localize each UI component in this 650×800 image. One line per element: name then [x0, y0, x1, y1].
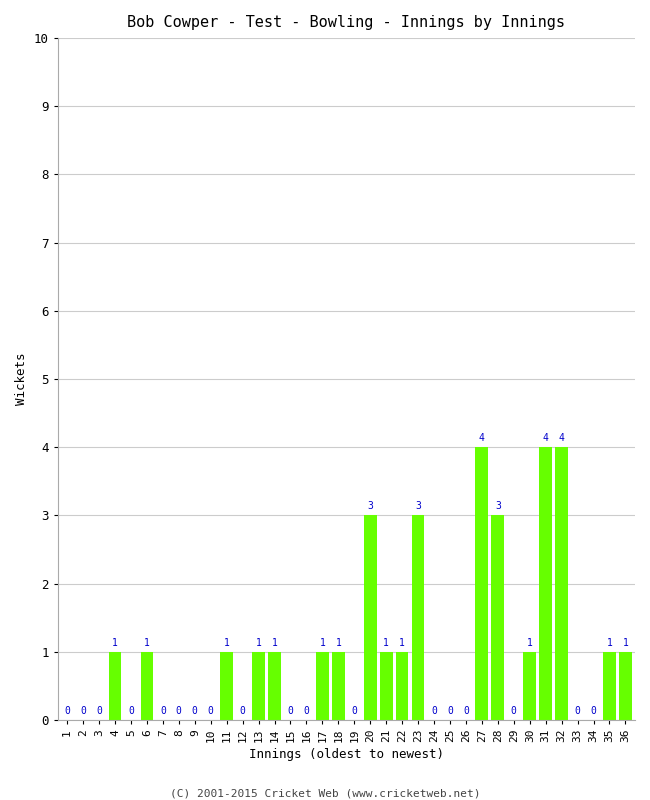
- Text: 0: 0: [192, 706, 198, 716]
- Title: Bob Cowper - Test - Bowling - Innings by Innings: Bob Cowper - Test - Bowling - Innings by…: [127, 15, 566, 30]
- Text: 3: 3: [415, 502, 421, 511]
- Bar: [491, 515, 504, 720]
- Text: 1: 1: [335, 638, 341, 648]
- Text: 0: 0: [287, 706, 293, 716]
- Bar: [364, 515, 376, 720]
- Text: 0: 0: [80, 706, 86, 716]
- Bar: [268, 652, 281, 720]
- Text: 4: 4: [559, 433, 565, 443]
- Bar: [619, 652, 632, 720]
- Text: 0: 0: [176, 706, 182, 716]
- Text: 0: 0: [511, 706, 517, 716]
- Text: 0: 0: [304, 706, 309, 716]
- Text: 0: 0: [128, 706, 134, 716]
- Text: 0: 0: [160, 706, 166, 716]
- Text: 0: 0: [463, 706, 469, 716]
- Text: 1: 1: [399, 638, 405, 648]
- Text: 0: 0: [96, 706, 102, 716]
- Bar: [411, 515, 424, 720]
- Text: 0: 0: [447, 706, 453, 716]
- Text: 0: 0: [575, 706, 580, 716]
- Text: (C) 2001-2015 Cricket Web (www.cricketweb.net): (C) 2001-2015 Cricket Web (www.cricketwe…: [170, 788, 480, 798]
- Bar: [380, 652, 393, 720]
- X-axis label: Innings (oldest to newest): Innings (oldest to newest): [249, 748, 444, 761]
- Text: 0: 0: [591, 706, 597, 716]
- Text: 3: 3: [495, 502, 501, 511]
- Text: 1: 1: [623, 638, 629, 648]
- Text: 1: 1: [224, 638, 229, 648]
- Bar: [316, 652, 329, 720]
- Text: 0: 0: [240, 706, 246, 716]
- Bar: [252, 652, 265, 720]
- Bar: [476, 447, 488, 720]
- Bar: [540, 447, 552, 720]
- Text: 1: 1: [144, 638, 150, 648]
- Bar: [396, 652, 408, 720]
- Text: 1: 1: [272, 638, 278, 648]
- Bar: [140, 652, 153, 720]
- Text: 4: 4: [543, 433, 549, 443]
- Text: 1: 1: [526, 638, 532, 648]
- Bar: [523, 652, 536, 720]
- Text: 0: 0: [64, 706, 70, 716]
- Text: 1: 1: [384, 638, 389, 648]
- Text: 1: 1: [319, 638, 325, 648]
- Text: 1: 1: [606, 638, 612, 648]
- Text: 1: 1: [112, 638, 118, 648]
- Bar: [555, 447, 568, 720]
- Bar: [332, 652, 345, 720]
- Text: 3: 3: [367, 502, 373, 511]
- Bar: [109, 652, 122, 720]
- Text: 4: 4: [479, 433, 485, 443]
- Text: 0: 0: [208, 706, 214, 716]
- Bar: [603, 652, 616, 720]
- Text: 1: 1: [255, 638, 261, 648]
- Text: 0: 0: [431, 706, 437, 716]
- Text: 0: 0: [352, 706, 358, 716]
- Bar: [220, 652, 233, 720]
- Y-axis label: Wickets: Wickets: [15, 353, 28, 406]
